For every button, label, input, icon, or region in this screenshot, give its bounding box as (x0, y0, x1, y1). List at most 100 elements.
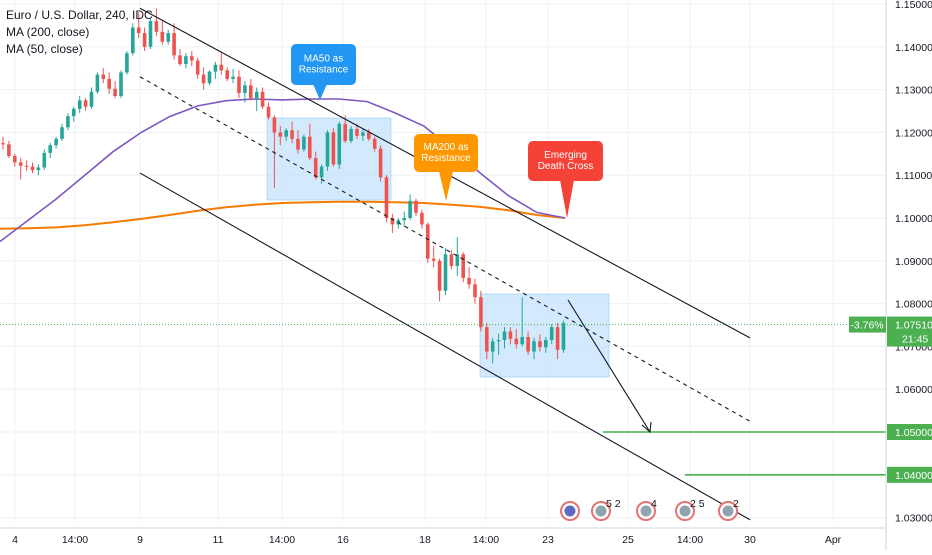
candle[interactable] (101, 68, 106, 84)
candle[interactable] (89, 87, 94, 109)
candle[interactable] (414, 198, 418, 216)
candle[interactable] (526, 331, 530, 355)
candle[interactable] (260, 87, 265, 109)
candle[interactable] (555, 322, 560, 360)
candle[interactable] (455, 237, 460, 276)
candle[interactable] (502, 327, 507, 349)
candle[interactable] (372, 136, 377, 152)
candle[interactable] (532, 337, 536, 360)
highlight-zone[interactable] (479, 293, 610, 378)
event-badge-icon[interactable] (560, 501, 580, 521)
candle[interactable] (231, 69, 235, 84)
candle[interactable] (254, 87, 259, 111)
candle[interactable] (420, 209, 424, 229)
candle[interactable] (1, 136, 5, 150)
candle[interactable] (95, 72, 100, 94)
candle[interactable] (7, 140, 11, 159)
event-badge-icon[interactable]: 5 2 (591, 498, 621, 521)
event-badge-icon[interactable]: 2 (718, 498, 739, 521)
candle[interactable] (107, 72, 111, 94)
candle[interactable] (36, 164, 41, 176)
candle[interactable] (113, 81, 117, 99)
candle[interactable] (426, 222, 430, 263)
candle[interactable] (349, 125, 353, 144)
candle[interactable] (449, 250, 454, 270)
candle[interactable] (308, 123, 312, 161)
candle[interactable] (544, 336, 548, 353)
candle[interactable] (302, 134, 306, 152)
candle[interactable] (367, 128, 371, 141)
candle[interactable] (24, 160, 29, 171)
candle[interactable] (538, 334, 542, 352)
candle[interactable] (520, 297, 524, 347)
candle[interactable] (331, 128, 336, 167)
candle[interactable] (284, 128, 288, 141)
candle[interactable] (402, 211, 406, 227)
candle[interactable] (207, 70, 212, 86)
candle[interactable] (325, 130, 330, 171)
candle[interactable] (77, 96, 82, 114)
candle[interactable] (13, 153, 17, 167)
candle[interactable] (473, 278, 477, 304)
candle[interactable] (549, 324, 554, 345)
candle[interactable] (343, 115, 347, 144)
candle[interactable] (249, 78, 253, 101)
ma200-line[interactable] (0, 200, 566, 230)
legend-ma200[interactable]: MA (200, close) (6, 25, 90, 39)
candle[interactable] (243, 81, 247, 103)
candle[interactable] (60, 123, 64, 141)
candle[interactable] (290, 121, 294, 144)
candle[interactable] (408, 194, 412, 221)
candle[interactable] (514, 329, 519, 349)
candle[interactable] (296, 130, 300, 154)
candle[interactable] (319, 164, 324, 184)
candle[interactable] (467, 267, 471, 289)
candle[interactable] (178, 48, 182, 67)
candle[interactable] (136, 12, 141, 39)
candle[interactable] (337, 121, 342, 169)
candle[interactable] (18, 158, 23, 180)
candle[interactable] (160, 21, 165, 45)
candle[interactable] (166, 29, 170, 45)
candle[interactable] (66, 113, 70, 131)
candle[interactable] (496, 333, 501, 355)
candle[interactable] (361, 128, 365, 141)
candle[interactable] (195, 57, 200, 79)
candle[interactable] (119, 70, 123, 99)
candle[interactable] (485, 322, 489, 360)
event-badge-icon[interactable]: 4 (636, 498, 657, 521)
event-badge-icon[interactable]: 2 5 (675, 498, 705, 521)
candle[interactable] (378, 145, 383, 182)
candle[interactable] (437, 258, 442, 302)
candle[interactable] (184, 53, 188, 69)
candle[interactable] (30, 162, 35, 174)
candle[interactable] (54, 136, 58, 149)
candle[interactable] (313, 151, 318, 180)
candle[interactable] (237, 70, 241, 99)
candle[interactable] (42, 149, 47, 171)
candle[interactable] (154, 8, 159, 37)
candle[interactable] (83, 98, 88, 111)
projection-arrow[interactable] (567, 299, 651, 433)
channel-line[interactable] (139, 172, 751, 521)
candle[interactable] (490, 337, 495, 364)
candle[interactable] (172, 23, 176, 60)
candle[interactable] (48, 143, 52, 159)
candle[interactable] (272, 115, 277, 189)
candle[interactable] (431, 245, 436, 268)
candle[interactable] (125, 51, 129, 75)
symbol-title[interactable]: Euro / U.S. Dollar, 240, IDC (6, 8, 153, 22)
candle[interactable] (508, 327, 513, 345)
candle[interactable] (390, 213, 395, 233)
candle[interactable] (148, 18, 153, 49)
candle[interactable] (384, 175, 389, 223)
candle[interactable] (219, 53, 224, 75)
candle[interactable] (131, 23, 135, 56)
candle[interactable] (201, 67, 206, 90)
legend-ma50[interactable]: MA (50, close) (6, 42, 83, 56)
candle[interactable] (278, 125, 283, 146)
